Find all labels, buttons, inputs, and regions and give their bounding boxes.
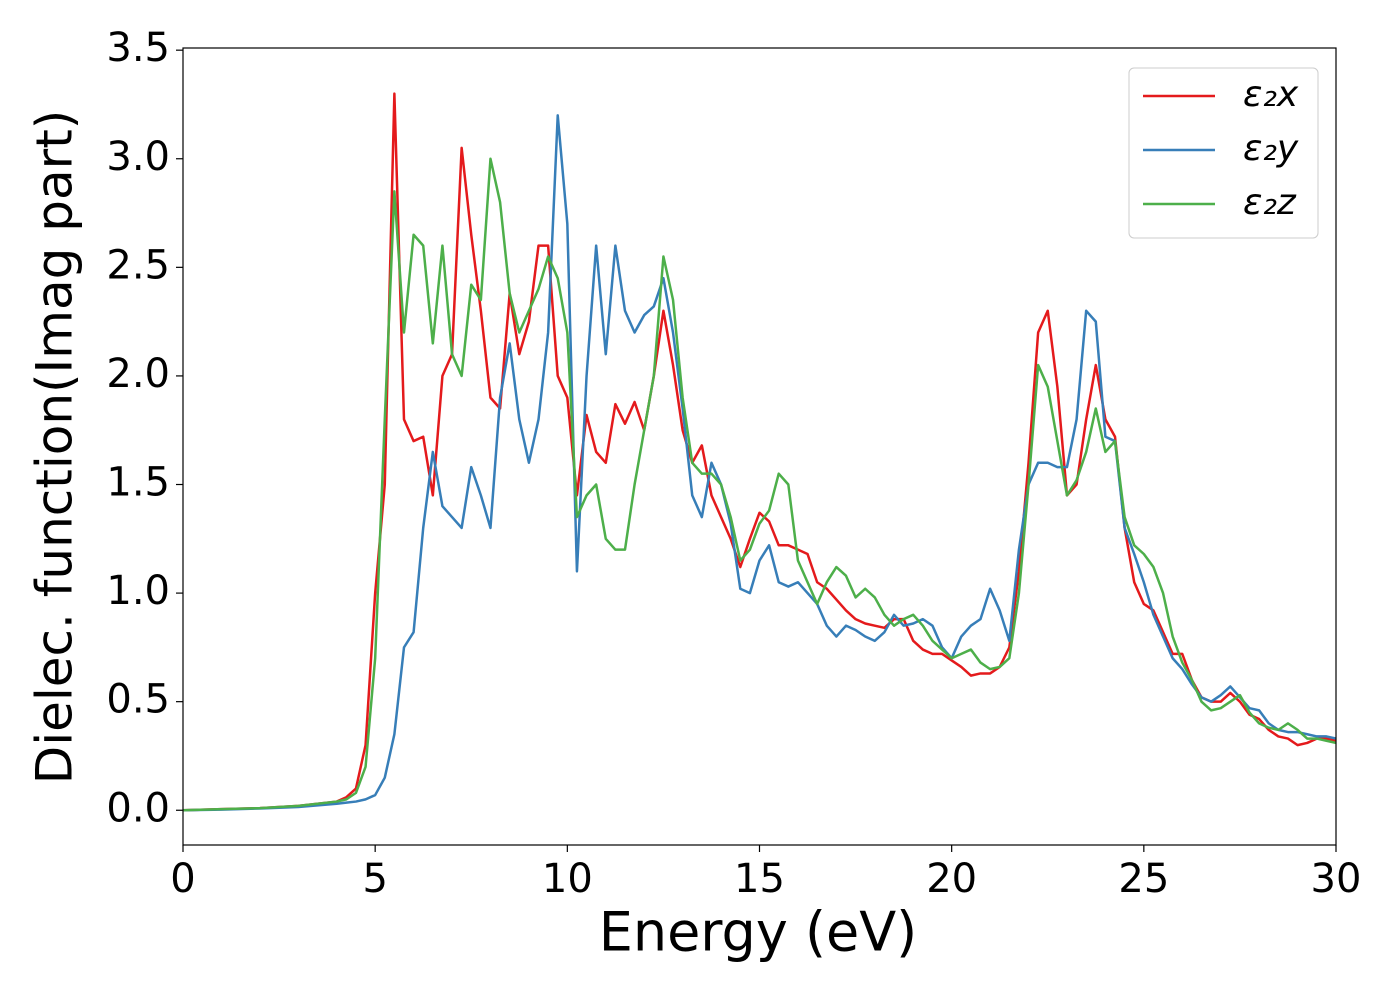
legend-label: ε₂y [1243,128,1299,169]
x-tick-label: 0 [170,856,195,902]
legend-label: ε₂x [1243,74,1299,115]
y-axis-label: Dielec. function(Imag part) [26,110,84,785]
x-tick-label: 25 [1118,856,1169,902]
line-series [183,92,1336,812]
x-tick-label: 20 [926,856,977,902]
legend-box [1128,67,1319,239]
y-tick-label: 3.0 [106,134,170,180]
y-tick-label: 2.5 [106,242,170,288]
legend-label: ε₂z [1243,182,1297,223]
plot-area [183,92,1336,812]
x-tick-label: 10 [542,856,593,902]
axes-frame [182,47,1337,846]
y-tick-label: 0.0 [106,785,170,831]
x-tick-label: 5 [362,856,387,902]
y-tick-label: 1.5 [106,460,170,506]
y-tick-label: 0.5 [106,677,170,723]
line-series [183,157,1336,812]
y-tick-label: 3.5 [106,25,170,71]
x-axis-label: Energy (eV) [599,901,918,964]
y-tick-label: 2.0 [106,351,170,397]
y-tick-label: 1.0 [106,568,170,614]
x-tick-label: 15 [734,856,785,902]
x-tick-label: 30 [1311,856,1362,902]
